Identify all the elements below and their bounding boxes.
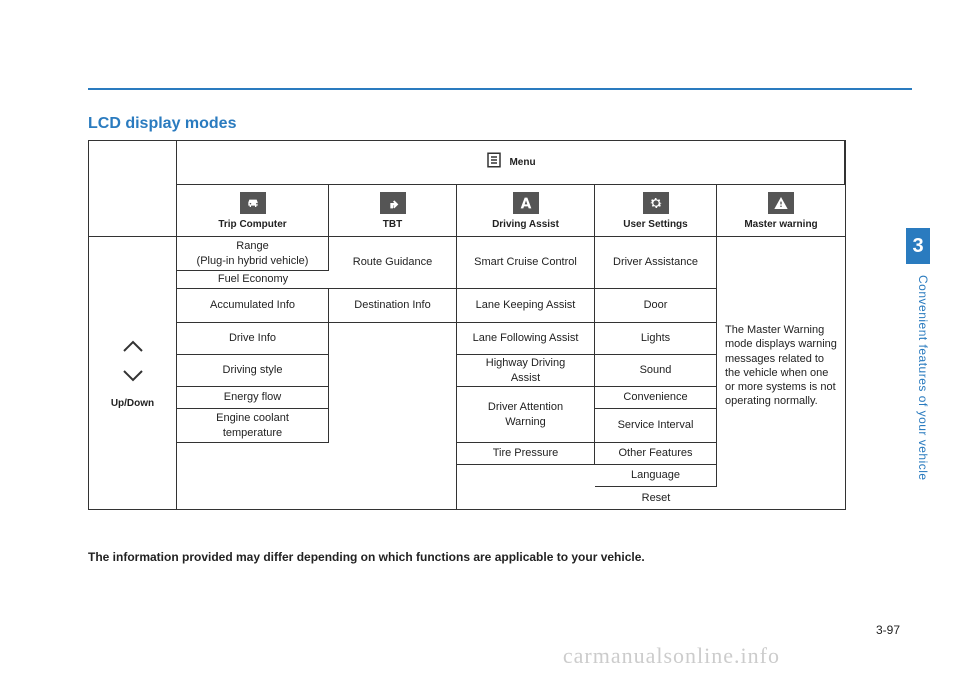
assist-hda: Highway Driving Assist bbox=[457, 355, 595, 387]
section-heading: LCD display modes bbox=[88, 115, 236, 133]
col-trip-header: Trip Computer bbox=[177, 185, 329, 237]
master-text-body: The Master Warning mode displays warning… bbox=[717, 323, 845, 509]
trip-energy: Energy flow bbox=[177, 387, 329, 409]
trip-coolant: Engine coolant temperature bbox=[177, 409, 329, 443]
car-icon bbox=[240, 192, 266, 214]
menu-header: Menu bbox=[177, 141, 845, 185]
user-reset: Reset bbox=[595, 487, 717, 509]
trip-style: Driving style bbox=[177, 355, 329, 387]
col-user-label: User Settings bbox=[623, 218, 687, 231]
assist-tpms: Tire Pressure bbox=[457, 443, 595, 465]
master-r1 bbox=[717, 237, 845, 289]
assist-daw: Driver Attention Warning bbox=[457, 387, 595, 443]
col-user-header: User Settings bbox=[595, 185, 717, 237]
col-assist-header: Driving Assist bbox=[457, 185, 595, 237]
tbt-blank bbox=[329, 323, 457, 509]
assist-lka: Lane Keeping Assist bbox=[457, 289, 595, 323]
menu-label: Menu bbox=[509, 156, 535, 169]
trip-accum: Accumulated Info bbox=[177, 289, 329, 323]
tbt-route: Route Guidance bbox=[329, 237, 457, 289]
chapter-tab: 3 bbox=[906, 228, 930, 264]
footnote: The information provided may differ depe… bbox=[88, 550, 645, 564]
chapter-title: Convenient features of your vehicle bbox=[906, 275, 930, 535]
updown-label: Up/Down bbox=[111, 397, 154, 410]
chevron-down-icon bbox=[122, 367, 144, 387]
user-conv: Convenience bbox=[595, 387, 717, 409]
trip-range: Range (Plug-in hybrid vehicle) bbox=[177, 237, 329, 271]
assist-scc: Smart Cruise Control bbox=[457, 237, 595, 289]
master-text bbox=[717, 289, 845, 323]
user-driver-assist: Driver Assistance bbox=[595, 237, 717, 289]
top-rule bbox=[88, 88, 912, 90]
assist-blank bbox=[457, 465, 595, 509]
col-tbt-header: TBT bbox=[329, 185, 457, 237]
user-other: Other Features bbox=[595, 443, 717, 465]
menu-list-icon bbox=[485, 151, 503, 173]
updown-cell: Up/Down bbox=[89, 237, 177, 509]
trip-drive-info: Drive Info bbox=[177, 323, 329, 355]
chevron-up-icon bbox=[122, 337, 144, 357]
user-door: Door bbox=[595, 289, 717, 323]
warning-icon bbox=[768, 192, 794, 214]
col-assist-label: Driving Assist bbox=[492, 218, 559, 231]
trip-fuel: Fuel Economy bbox=[177, 271, 329, 289]
tbt-dest: Destination Info bbox=[329, 289, 457, 323]
arrow-turn-icon bbox=[380, 192, 406, 214]
col-master-header: Master warning bbox=[717, 185, 845, 237]
col-tbt-label: TBT bbox=[383, 218, 402, 231]
user-lang: Language bbox=[595, 465, 717, 487]
assist-lfa: Lane Following Assist bbox=[457, 323, 595, 355]
user-service: Service Interval bbox=[595, 409, 717, 443]
watermark: carmanualsonline.info bbox=[563, 643, 780, 669]
user-sound: Sound bbox=[595, 355, 717, 387]
col-trip-label: Trip Computer bbox=[218, 218, 286, 231]
trip-blank bbox=[177, 443, 329, 509]
gear-icon bbox=[643, 192, 669, 214]
col-master-label: Master warning bbox=[744, 218, 817, 231]
header-blank bbox=[89, 141, 177, 237]
page-number: 3-97 bbox=[876, 623, 900, 637]
user-lights: Lights bbox=[595, 323, 717, 355]
lcd-modes-table: Menu Trip Computer TBT Driving Assist U bbox=[88, 140, 846, 510]
road-icon bbox=[513, 192, 539, 214]
